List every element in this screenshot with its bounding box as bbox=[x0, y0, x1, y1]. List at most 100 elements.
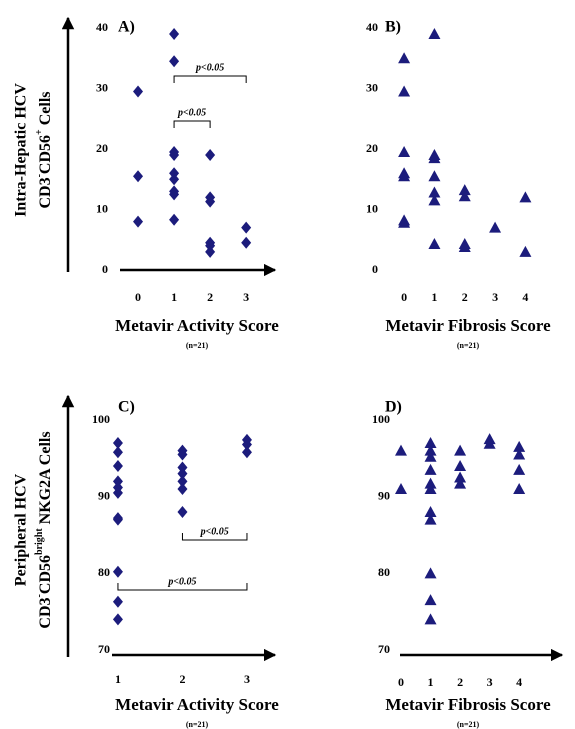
data-point bbox=[205, 149, 216, 162]
significance-bracket bbox=[117, 583, 248, 591]
data-point bbox=[169, 188, 180, 201]
data-point bbox=[133, 85, 144, 98]
data-point bbox=[424, 437, 437, 448]
data-point bbox=[395, 483, 407, 494]
x-tick-label: 4 bbox=[516, 675, 522, 689]
data-point bbox=[177, 448, 188, 461]
y-axis-label-part: Cells bbox=[37, 91, 54, 129]
x-axis-label: Metavir Activity Score bbox=[115, 316, 279, 335]
data-point bbox=[177, 467, 188, 480]
y-tick-label: 10 bbox=[366, 201, 378, 215]
data-point bbox=[205, 239, 216, 252]
y-axis-label-part: CD3 bbox=[37, 597, 54, 628]
x-axis-label: Metavir Fibrosis Score bbox=[385, 316, 551, 335]
y-tick-label: 40 bbox=[96, 20, 108, 34]
x-tick-label: 1 bbox=[171, 290, 177, 304]
data-point bbox=[458, 184, 471, 196]
data-point bbox=[133, 170, 144, 183]
data-point bbox=[169, 173, 180, 186]
significance-bracket bbox=[173, 120, 211, 128]
x-axis-note: (n=21) bbox=[457, 720, 480, 729]
y-axis-label-part: CD56 bbox=[37, 555, 54, 594]
data-point bbox=[169, 167, 180, 180]
data-point bbox=[177, 483, 188, 495]
y-tick-label: 70 bbox=[378, 642, 390, 656]
y-tick-label: 90 bbox=[378, 488, 390, 502]
data-point bbox=[398, 52, 411, 64]
data-point bbox=[112, 475, 123, 488]
data-point bbox=[424, 513, 437, 525]
x-tick-label: 1 bbox=[115, 672, 121, 686]
y-tick-label: 70 bbox=[98, 642, 110, 656]
data-point bbox=[513, 483, 526, 494]
data-point bbox=[205, 195, 216, 208]
y-tick-label: 0 bbox=[372, 262, 378, 276]
y-axis-label-part: - bbox=[34, 174, 45, 177]
data-point bbox=[513, 463, 526, 475]
x-tick-label: 0 bbox=[401, 290, 407, 304]
data-point bbox=[424, 506, 437, 517]
data-point bbox=[398, 146, 411, 158]
significance-bracket bbox=[181, 533, 248, 541]
data-point bbox=[395, 444, 407, 456]
data-point bbox=[513, 448, 526, 460]
data-point bbox=[241, 236, 252, 249]
data-point bbox=[112, 513, 123, 526]
data-point bbox=[428, 237, 441, 249]
panel-title: D) bbox=[385, 399, 402, 416]
data-point bbox=[428, 194, 441, 206]
data-point bbox=[169, 28, 180, 41]
y-axis-label-part: + bbox=[34, 129, 45, 135]
data-point bbox=[454, 471, 467, 483]
significance-label: p<0.05 bbox=[167, 576, 196, 587]
x-axis-note: (n=21) bbox=[186, 720, 209, 729]
data-point bbox=[519, 245, 532, 257]
x-tick-label: 1 bbox=[428, 675, 434, 689]
y-axis-label: Intra-Hepatic HCV bbox=[13, 83, 30, 217]
data-point bbox=[177, 461, 188, 474]
significance-bracket bbox=[173, 75, 247, 83]
y-tick-label: 0 bbox=[102, 262, 108, 276]
data-point bbox=[169, 213, 180, 226]
x-tick-label: 0 bbox=[135, 290, 141, 304]
data-point bbox=[241, 221, 252, 234]
data-point bbox=[519, 191, 532, 203]
y-axis-label-part: CD56 bbox=[37, 135, 54, 174]
y-axis-label: Peripheral HCV bbox=[13, 473, 30, 586]
x-tick-label: 2 bbox=[457, 675, 463, 689]
y-axis-label-part: bright bbox=[34, 528, 45, 555]
y-axis-label: CD3-CD56+ Cells bbox=[34, 91, 53, 208]
x-tick-label: 2 bbox=[462, 290, 468, 304]
data-point bbox=[424, 444, 437, 456]
y-tick-label: 100 bbox=[92, 412, 110, 426]
y-axis-label-part: NKG2A Cells bbox=[37, 431, 54, 528]
x-tick-label: 1 bbox=[431, 290, 437, 304]
data-point bbox=[428, 28, 441, 40]
data-point bbox=[513, 440, 526, 452]
significance-label: p<0.05 bbox=[177, 107, 206, 118]
data-point bbox=[112, 613, 123, 626]
data-point bbox=[112, 486, 123, 499]
data-point bbox=[458, 190, 471, 202]
data-point bbox=[112, 595, 123, 608]
data-point bbox=[454, 444, 467, 456]
data-point bbox=[424, 613, 437, 625]
significance-label: p<0.05 bbox=[195, 62, 224, 73]
x-tick-label: 0 bbox=[398, 675, 404, 689]
y-tick-label: 10 bbox=[96, 201, 108, 215]
y-tick-label: 20 bbox=[366, 141, 378, 155]
data-point bbox=[454, 477, 467, 489]
data-point bbox=[428, 170, 441, 182]
data-point bbox=[398, 170, 411, 182]
x-tick-label: 4 bbox=[522, 290, 528, 304]
data-point bbox=[428, 152, 441, 164]
y-tick-label: 100 bbox=[372, 412, 390, 426]
data-point bbox=[205, 245, 216, 258]
x-axis-label: Metavir Fibrosis Score bbox=[385, 695, 551, 714]
data-point bbox=[169, 149, 180, 162]
data-point bbox=[112, 565, 123, 578]
x-axis-label: Metavir Activity Score bbox=[115, 695, 279, 714]
data-point bbox=[489, 221, 502, 233]
data-point bbox=[169, 55, 180, 68]
